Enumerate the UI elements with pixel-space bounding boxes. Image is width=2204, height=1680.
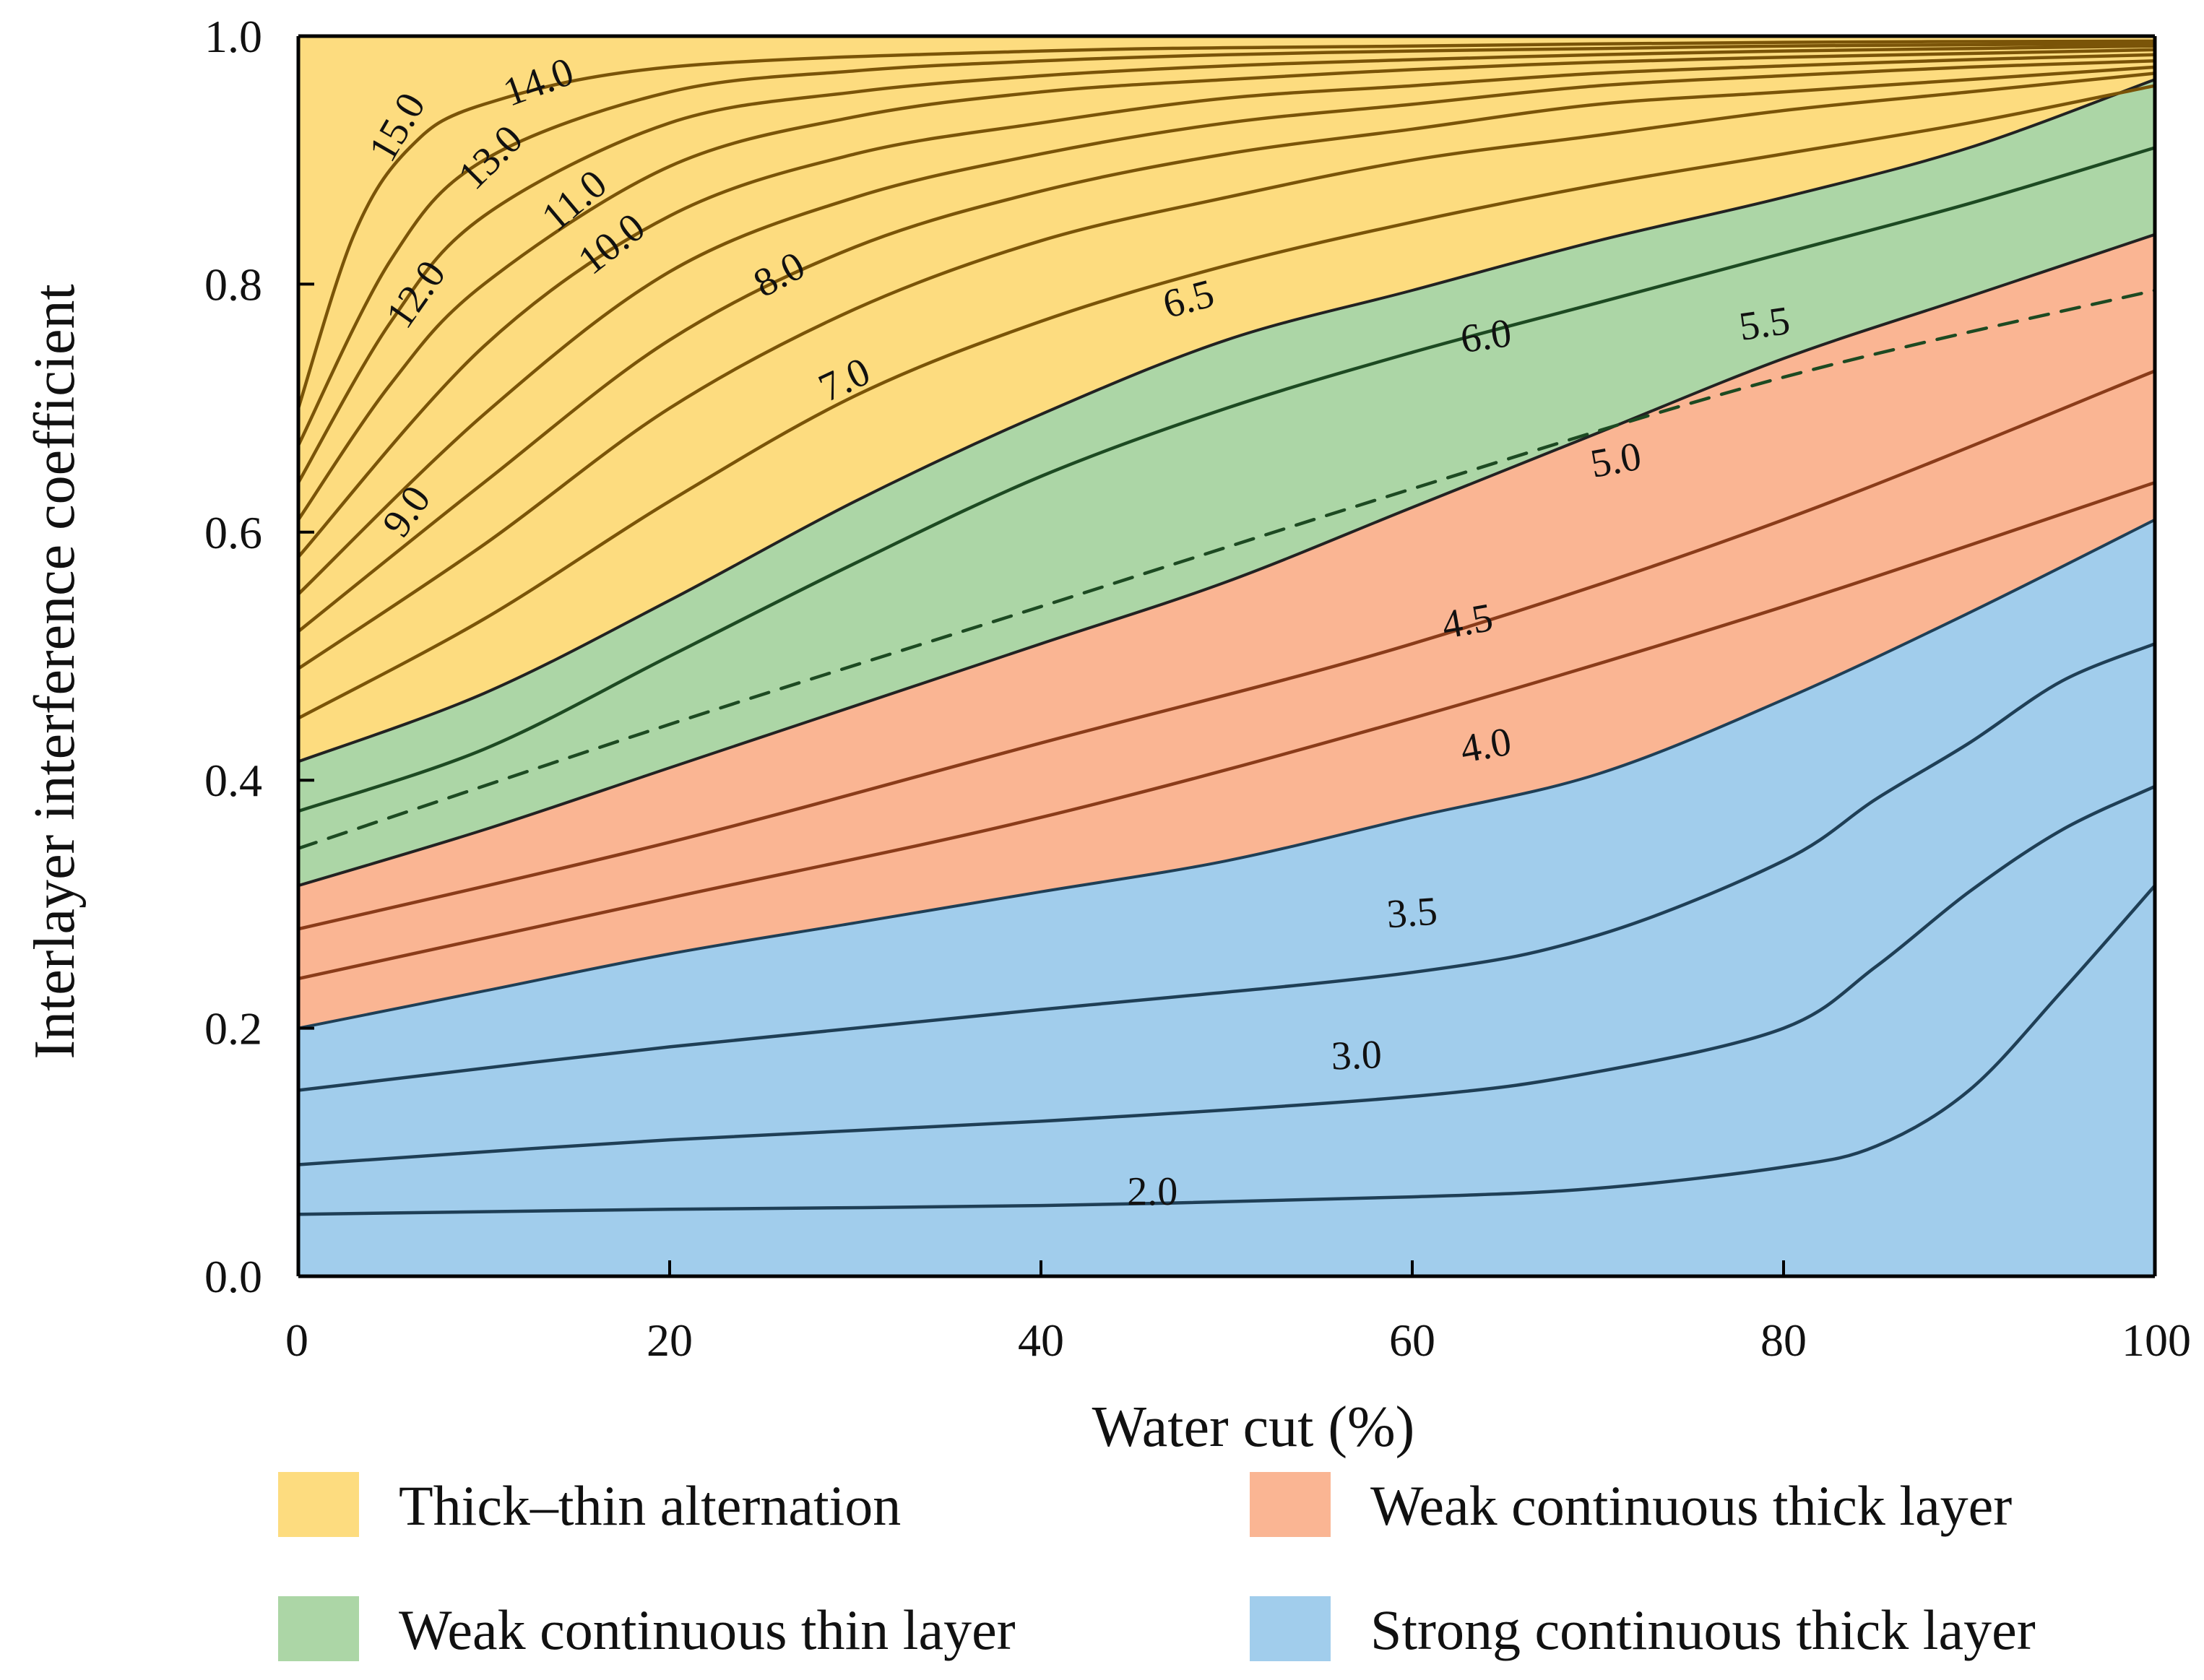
- x-tick-label-0: 0: [285, 1315, 308, 1366]
- contour-line-3-0: [296, 784, 2157, 1166]
- y-tick-label-0-6: 0.6: [204, 507, 262, 558]
- contour-line-11-0: [296, 53, 2157, 559]
- contour-line-2-0: [296, 883, 2157, 1216]
- contour-line-15-0: [296, 39, 2157, 410]
- y-tick-label-0-2: 0.2: [204, 1003, 262, 1055]
- contour-line-9-0: [296, 65, 2157, 633]
- y-tick-label-0-8: 0.8: [204, 259, 262, 310]
- legend-swatch-weak-continuous-thin-layer: [278, 1596, 359, 1661]
- legend-swatch-strong-continuous-thick-layer: [1250, 1596, 1331, 1661]
- legend: Thick–thin alternation Weak continuous th…: [278, 1472, 2036, 1661]
- region-boundaries: [298, 78, 2156, 1030]
- y-tick-label-1-0: 1.0: [204, 11, 262, 62]
- legend-label-thick-thin-alternation: Thick–thin alternation: [399, 1474, 901, 1537]
- contour-line-10-0: [296, 59, 2157, 596]
- contour-label-5-0: 5.0: [1587, 434, 1645, 487]
- y-tick-label-0-0: 0.0: [204, 1251, 262, 1302]
- contour-label-2-0: 2.0: [1127, 1169, 1177, 1214]
- contour-lines: [296, 39, 2157, 1216]
- contour-label-6-0: 6.0: [1458, 311, 1514, 362]
- y-axis-ticks: 0.0 0.2 0.4 0.6 0.8 1.0: [204, 11, 314, 1302]
- legend-swatch-thick-thin-alternation: [278, 1472, 359, 1537]
- contour-line-8-0: [296, 72, 2157, 670]
- contour-line-4-5: [296, 480, 2157, 981]
- legend-swatch-weak-continuous-thick-layer: [1250, 1472, 1331, 1537]
- legend-label-weak-continuous-thin-layer: Weak continuous thin layer: [399, 1598, 1016, 1661]
- x-tick-label-20: 20: [647, 1315, 693, 1366]
- contour-label-4-5: 4.5: [1438, 595, 1496, 648]
- x-axis-title: Water cut (%): [1092, 1395, 1415, 1459]
- x-tick-label-80: 80: [1760, 1315, 1807, 1366]
- contour-line-3-5: [296, 642, 2157, 1092]
- region-weak-continuous-thin-layer: [298, 79, 2155, 886]
- x-tick-label-100: 100: [2122, 1315, 2191, 1366]
- y-tick-label-0-4: 0.4: [204, 755, 262, 806]
- contour-label-5-5: 5.5: [1737, 298, 1793, 350]
- contour-line-14-0: [296, 42, 2157, 447]
- region-thick-thin-alternation: [298, 36, 2155, 762]
- legend-label-strong-continuous-thick-layer: Strong continuous thick layer: [1370, 1598, 2036, 1661]
- contour-label-3-0: 3.0: [1331, 1032, 1383, 1078]
- contour-label-4-0: 4.0: [1457, 719, 1515, 772]
- plot-axes: [296, 34, 2157, 1278]
- legend-label-weak-continuous-thick-layer: Weak continuous thick layer: [1370, 1474, 2012, 1537]
- region-weak-continuous-thick-layer: [298, 234, 2155, 1029]
- boundary-weak-continuous-thick-layer: [298, 518, 2156, 1030]
- region-strong-continuous-thick-layer: [298, 519, 2155, 1276]
- contour-line-7-0: [296, 84, 2157, 720]
- y-axis-title: Interlayer interference coefficient: [23, 284, 87, 1059]
- contour-line-6-0: [296, 146, 2157, 813]
- contour-line-13-0: [296, 44, 2157, 485]
- x-tick-label-40: 40: [1018, 1315, 1064, 1366]
- contour-line-12-0: [296, 48, 2157, 521]
- boundary-thick-thin-alternation: [298, 78, 2156, 763]
- x-axis-ticks: 0 20 40 60 80 100: [285, 1260, 2191, 1366]
- boundary-weak-continuous-thin-layer: [298, 233, 2156, 888]
- contour-line-5-0: [296, 369, 2157, 931]
- x-tick-label-60: 60: [1389, 1315, 1435, 1366]
- contour-label-3-5: 3.5: [1386, 889, 1439, 938]
- contour-line-5-5: [296, 288, 2157, 850]
- region-fills: [298, 36, 2155, 1276]
